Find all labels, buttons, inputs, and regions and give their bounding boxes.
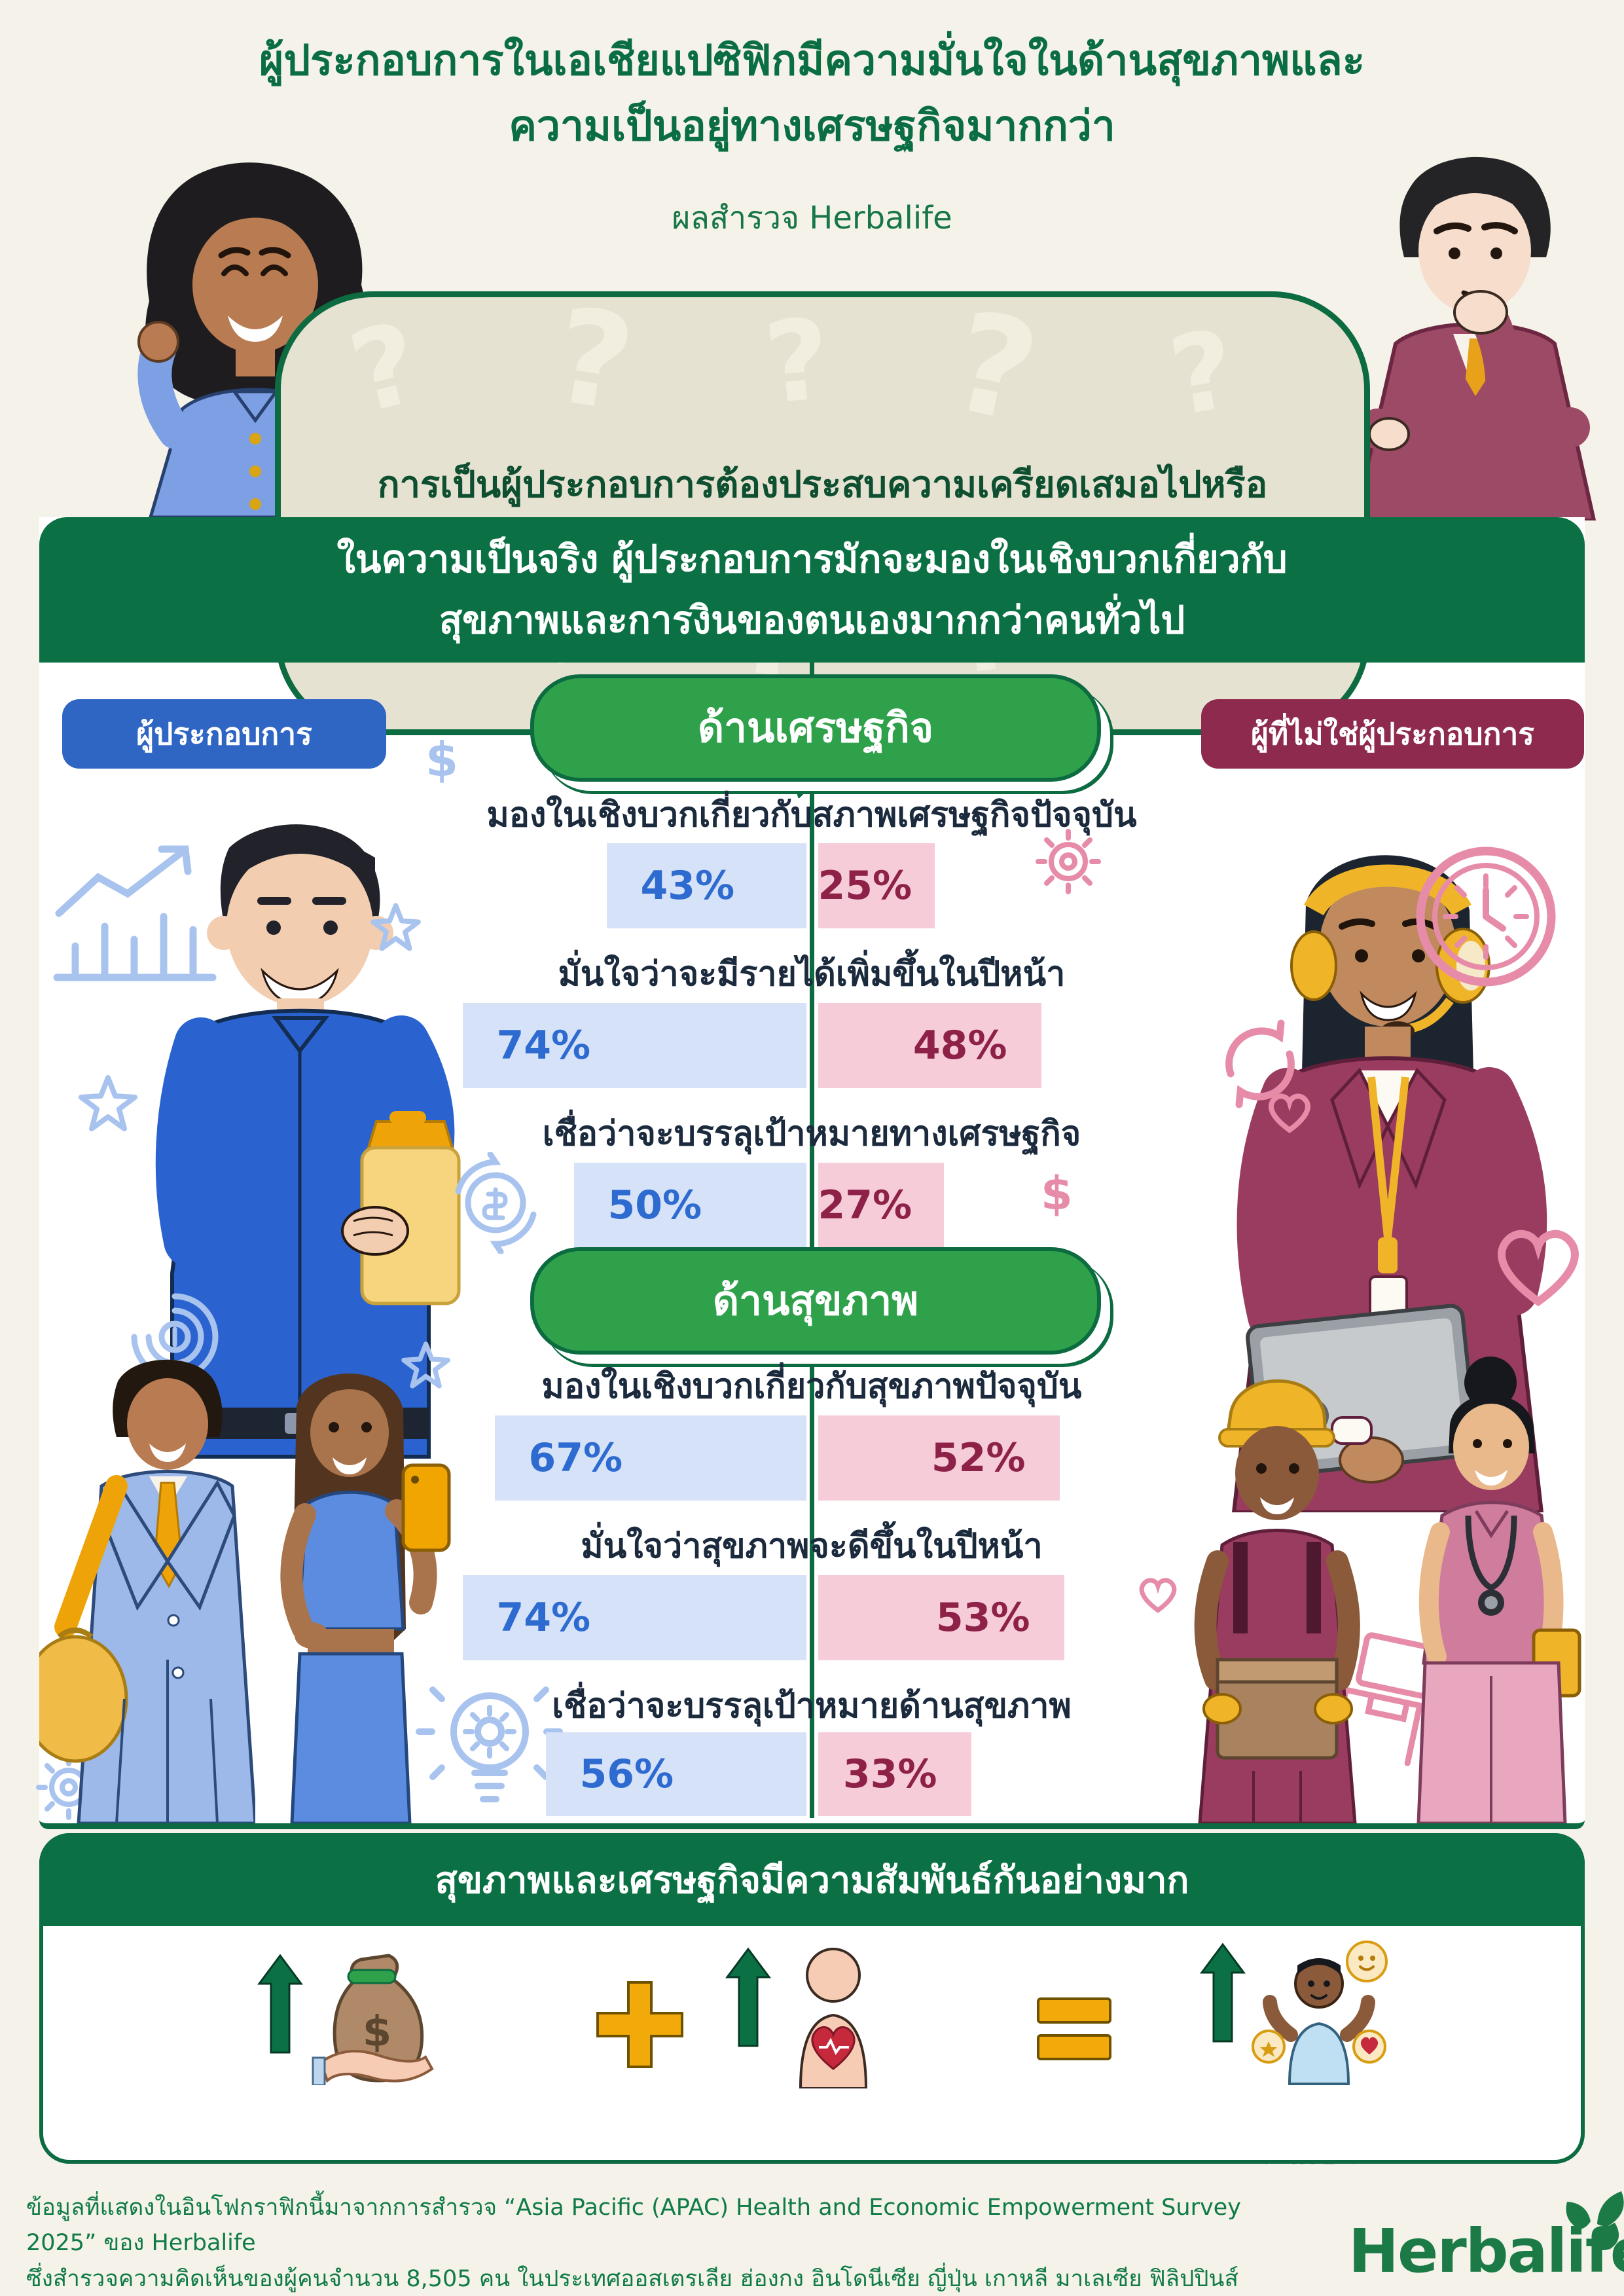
dollar-sign-icon: $ bbox=[1041, 1167, 1073, 1220]
star-icon bbox=[370, 902, 422, 957]
relationship-title: สุขภาพและเศรษฐกิจมีความสัมพันธ์กันอย่างม… bbox=[39, 1833, 1585, 1926]
stat-label: เชื่อว่าจะบรรลุเป้าหมายด้านสุขภาพ bbox=[552, 1686, 1072, 1726]
question-mark-decoration: ? bbox=[338, 298, 433, 439]
bar-row: 74% 53% bbox=[39, 1575, 1585, 1660]
growth-chart-icon bbox=[49, 841, 252, 985]
plus-operator-icon bbox=[592, 1977, 687, 2075]
equals-operator-icon bbox=[1033, 1994, 1125, 2068]
dollar-sign-icon: $ bbox=[425, 732, 459, 787]
section-economic-pill: ด้านเศรษฐกิจ bbox=[530, 674, 1101, 782]
heart-icon bbox=[1138, 1576, 1178, 1616]
refresh-arrows-icon bbox=[1208, 1011, 1312, 1119]
bar-row: 56% 33% bbox=[39, 1732, 1585, 1816]
stat-label: เชื่อว่าจะบรรลุเป้าหมายทางเศรษฐกิจ bbox=[542, 1114, 1081, 1154]
star-icon bbox=[77, 1074, 139, 1139]
intro-banner: ในความเป็นจริง ผู้ประกอบการมักจะมองในเชิ… bbox=[39, 517, 1585, 663]
idea-bulb-gear-icon bbox=[412, 1663, 563, 1816]
footer-note-line1: ข้อมูลที่แสดงในอินโฟกราฟิกนี้มาจากการสำร… bbox=[26, 2195, 1241, 2257]
non-entrepreneur-bar: 48% bbox=[818, 1003, 1041, 1088]
star-icon bbox=[401, 1341, 452, 1394]
non-entrepreneur-bar: 25% bbox=[818, 843, 935, 928]
bar-row: 74% 48% bbox=[39, 1003, 1585, 1088]
question-mark-decoration: ? bbox=[544, 291, 643, 442]
entrepreneur-bar: 74% bbox=[462, 1003, 806, 1088]
clock-icon bbox=[1407, 838, 1564, 998]
entrepreneur-bar: 67% bbox=[494, 1415, 806, 1501]
question-mark-decoration: ? bbox=[759, 295, 836, 429]
question-mark-decoration: ? bbox=[1161, 306, 1244, 441]
svg-text:$: $ bbox=[363, 2008, 392, 2056]
entrepreneur-suit-man-illustration bbox=[22, 1345, 257, 1826]
non-entrepreneur-bar: 52% bbox=[818, 1415, 1060, 1501]
page-subtitle: ผลสำรวจ Herbalife bbox=[672, 200, 952, 236]
woman-blue-shirt-illustration bbox=[98, 151, 412, 520]
footer-note-line2: ซึ่งสำรวจความคิดเห็นของผู้คนจำนวน 8,505 … bbox=[26, 2265, 1238, 2292]
non-entrepreneur-bar: 33% bbox=[818, 1732, 971, 1816]
legend-entrepreneur-pill: ผู้ประกอบการ bbox=[62, 699, 386, 769]
bar-row: 43% 25% bbox=[39, 843, 1585, 928]
intro-banner-line1: ในความเป็นจริง ผู้ประกอบการมักจะมองในเชิ… bbox=[336, 537, 1288, 582]
entrepreneur-bar: 50% bbox=[573, 1163, 806, 1248]
footer-note: ข้อมูลที่แสดงในอินโฟกราฟิกนี้มาจากการสำร… bbox=[26, 2190, 1263, 2296]
man-maroon-suit-illustration bbox=[1335, 141, 1610, 523]
gear-icon bbox=[1036, 829, 1101, 897]
entrepreneur-bar: 56% bbox=[545, 1732, 806, 1816]
legend-non-entrepreneur-pill: ผู้ที่ไม่ใช่ผู้ประกอบการ bbox=[1201, 699, 1584, 769]
stat-label: มั่นใจว่าสุขภาพจะดีขึ้นในปีหน้า bbox=[581, 1527, 1043, 1566]
entrepreneur-phone-woman-illustration bbox=[234, 1354, 465, 1826]
bar-row: 50% 27% bbox=[39, 1163, 1585, 1248]
heart-icon bbox=[1267, 1092, 1312, 1137]
page-title-line1: ผู้ประกอบการในเอเชียแปซิฟิกมีความมั่นใจใ… bbox=[259, 37, 1365, 85]
stat-label: มั่นใจว่าจะมีรายได้เพิ่มขึ้นในปีหน้า bbox=[558, 955, 1066, 994]
intro-banner-line2: สุขภาพและการงินของตนเองมากกว่าคนทั่วไป bbox=[439, 598, 1185, 642]
entrepreneur-bar: 74% bbox=[462, 1575, 806, 1660]
stat-label: มองในเชิงบวกเกี่ยวกับสภาพเศรษฐกิจปัจจุบั… bbox=[486, 795, 1137, 835]
page-title-line2: ความเป็นอยู่ทางเศรษฐกิจมากกว่า bbox=[509, 102, 1115, 151]
confidence-icon bbox=[1198, 1937, 1407, 2090]
section-health-pill: ด้านสุขภาพ bbox=[530, 1247, 1101, 1355]
non-entrepreneur-bar: 53% bbox=[818, 1575, 1064, 1660]
non-entrepreneur-nurse-illustration bbox=[1384, 1349, 1597, 1826]
herbalife-logo-leaf-icon bbox=[1559, 2190, 1624, 2255]
bar-row: 67% 52% bbox=[39, 1415, 1585, 1501]
question-speech-bubble: ? ? ? ? ? ? ? ? ? ? การเป็นผู้ประกอบการต… bbox=[275, 291, 1370, 735]
question-mark-decoration: ? bbox=[939, 291, 1051, 454]
non-entrepreneur-bar: 27% bbox=[818, 1163, 944, 1248]
stat-label: มองในเชิงบวกเกี่ยวกับสุขภาพปัจจุบัน bbox=[541, 1367, 1082, 1406]
non-entrepreneur-delivery-man-illustration bbox=[1162, 1352, 1388, 1826]
dollar-cycle-icon bbox=[445, 1151, 547, 1256]
economic-control-icon: $ bbox=[255, 1948, 452, 2088]
heart-icon bbox=[1492, 1226, 1584, 1312]
health-care-icon bbox=[723, 1941, 900, 2091]
entrepreneur-bar: 43% bbox=[606, 843, 806, 928]
center-divider-line bbox=[810, 663, 814, 1818]
